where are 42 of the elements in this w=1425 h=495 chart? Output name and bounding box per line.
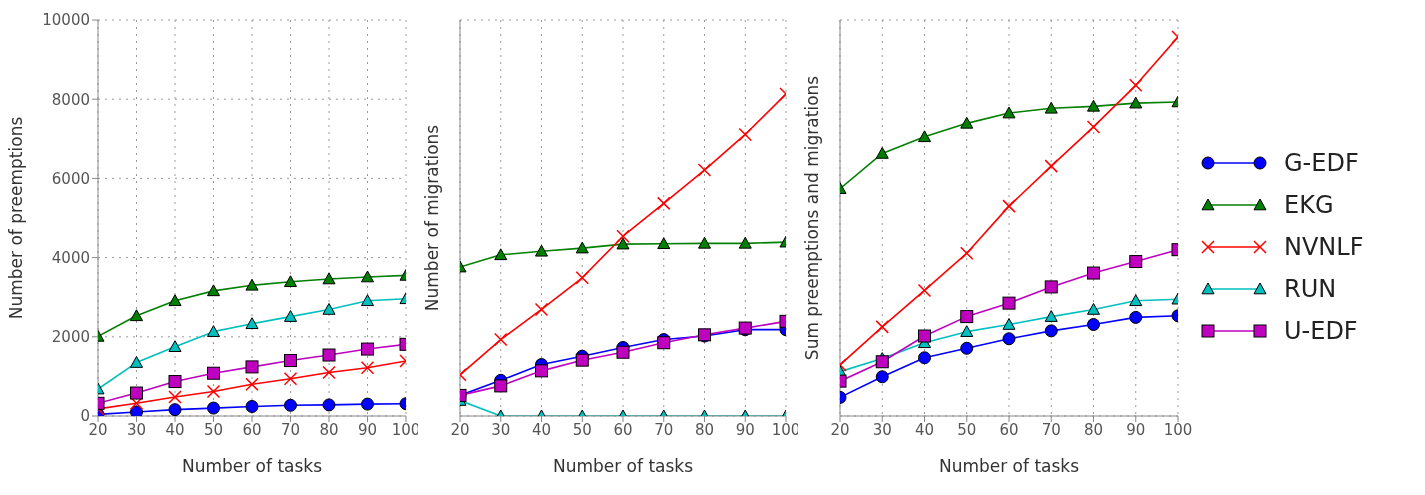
y-axis-title: Number of migrations (422, 124, 443, 312)
x-axis-title: Number of tasks (938, 456, 1080, 476)
y-tick-label: 2000 (51, 328, 90, 347)
x-tick-label: 60 (242, 420, 262, 439)
legend-label: EKG (1284, 191, 1334, 219)
x-tick-label: 90 (357, 420, 378, 439)
x-tick-label: 50 (572, 420, 592, 439)
x-tick-label: 40 (165, 420, 185, 439)
x-tick-label: 40 (914, 420, 935, 439)
legend-label: G-EDF (1284, 149, 1359, 177)
x-tick-label: 80 (319, 420, 339, 439)
x-tick-label: 100 (1163, 420, 1193, 439)
x-tick-label: 80 (694, 420, 715, 439)
x-tick-label: 90 (1126, 420, 1146, 439)
x-tick-label: 20 (830, 420, 850, 439)
x-axis-title: Number of tasks (552, 456, 694, 476)
y-tick-label: 10000 (42, 11, 90, 30)
x-tick-label: 80 (1083, 420, 1104, 439)
x-tick-label: 20 (450, 420, 470, 439)
x-tick-label: 40 (531, 420, 552, 439)
y-axis-title: Number of preemptions (6, 116, 27, 320)
y-tick-label: 8000 (51, 90, 90, 109)
x-tick-label: 30 (872, 420, 892, 439)
x-tick-label: 90 (735, 420, 755, 439)
x-tick-label: 30 (126, 420, 147, 439)
y-tick-label: 0 (80, 407, 90, 426)
x-tick-label: 70 (1041, 420, 1061, 439)
x-tick-label: 50 (957, 420, 977, 439)
legend-label: RUN (1284, 275, 1337, 303)
x-tick-label: 30 (491, 420, 511, 439)
legend-label: NVNLF (1284, 233, 1364, 261)
x-axis-title: Number of tasks (181, 456, 323, 476)
x-tick-label: 50 (203, 420, 224, 439)
legend-label: U-EDF (1284, 317, 1358, 345)
x-tick-label: 60 (613, 420, 633, 439)
x-tick-label: 60 (999, 420, 1019, 439)
y-tick-label: 4000 (51, 248, 90, 267)
y-tick-label: 6000 (51, 169, 90, 188)
x-tick-label: 70 (280, 420, 301, 439)
x-tick-label: 70 (654, 420, 674, 439)
x-tick-label: 20 (88, 420, 108, 439)
y-axis-title: Sum preemptions and migrations (802, 75, 823, 361)
